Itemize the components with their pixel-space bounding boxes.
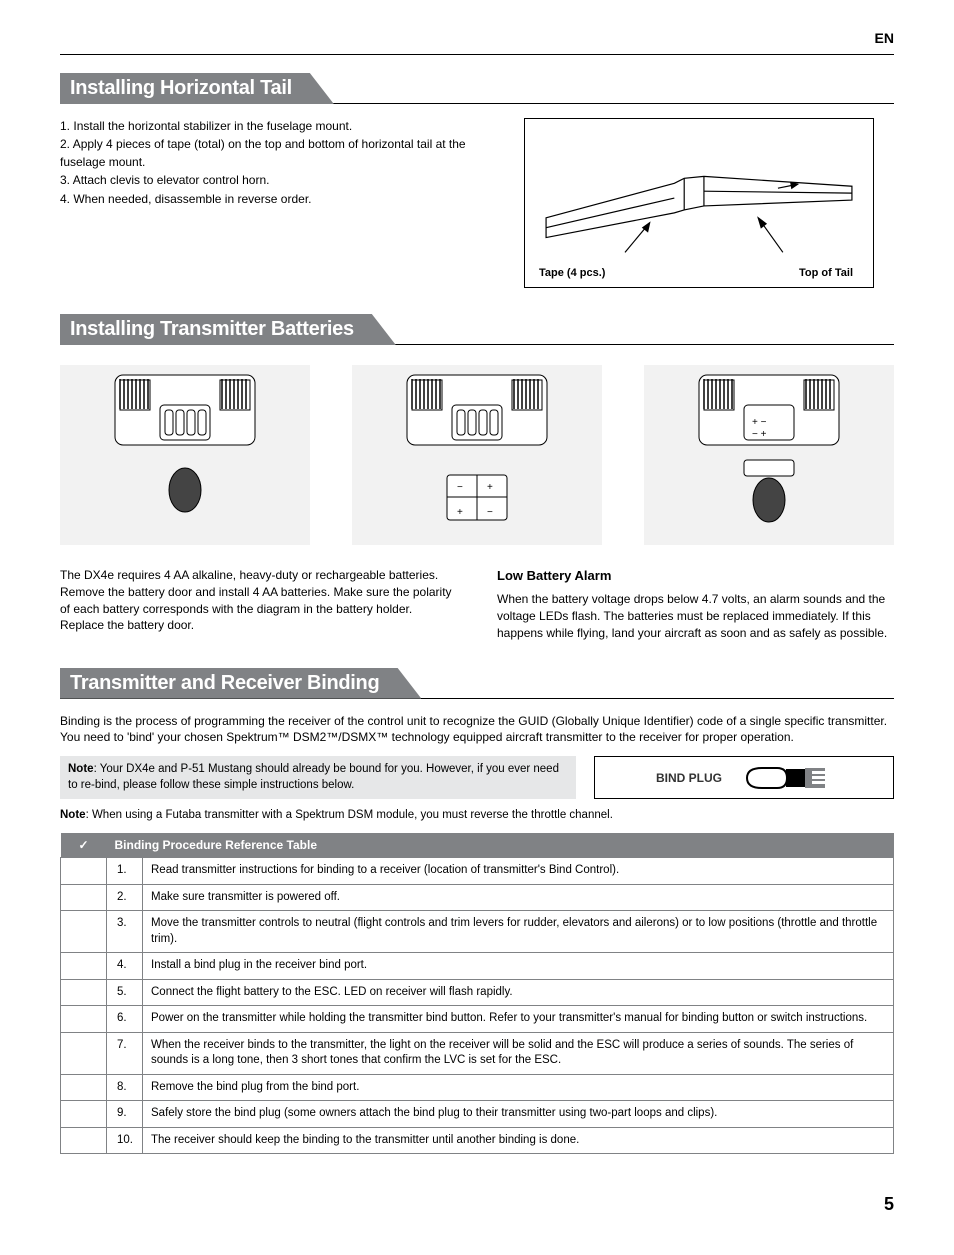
step-text: When the receiver binds to the transmitt… — [143, 1032, 894, 1074]
step-text: Read transmitter instructions for bindin… — [143, 858, 894, 885]
step-number: 7. — [107, 1032, 143, 1074]
step-text: Safely store the bind plug (some owners … — [143, 1101, 894, 1128]
section3-heading: Transmitter and Receiver Binding — [60, 668, 894, 699]
table-row: 2.Make sure transmitter is powered off. — [61, 884, 894, 911]
transmitter-image-2: − + + − — [352, 365, 602, 545]
step-number: 3. — [107, 911, 143, 953]
table-row: 4.Install a bind plug in the receiver bi… — [61, 953, 894, 980]
section1-body: 1. Install the horizontal stabilizer in … — [60, 118, 894, 288]
bind-plug-box: BIND PLUG — [594, 756, 894, 799]
step-number: 9. — [107, 1101, 143, 1128]
step-item: 4. When needed, disassemble in reverse o… — [60, 191, 494, 208]
table-row: 10.The receiver should keep the binding … — [61, 1127, 894, 1154]
step-item: 1. Install the horizontal stabilizer in … — [60, 118, 494, 135]
section2-title: Installing Transmitter Batteries — [60, 314, 396, 345]
table-row: 1.Read transmitter instructions for bind… — [61, 858, 894, 885]
diagram-label-left: Tape (4 pcs.) — [539, 267, 605, 279]
step-text: Power on the transmitter while holding t… — [143, 1006, 894, 1033]
check-cell — [61, 1127, 107, 1154]
binding-procedure-table: ✓ Binding Procedure Reference Table 1.Re… — [60, 833, 894, 1154]
check-cell — [61, 1074, 107, 1101]
check-cell — [61, 1101, 107, 1128]
svg-text:+: + — [457, 507, 463, 518]
table-header-title: Binding Procedure Reference Table — [107, 833, 894, 858]
step-number: 2. — [107, 884, 143, 911]
table-row: 6.Power on the transmitter while holding… — [61, 1006, 894, 1033]
page-number: 5 — [60, 1194, 894, 1215]
step-number: 1. — [107, 858, 143, 885]
section1-steps: 1. Install the horizontal stabilizer in … — [60, 118, 494, 288]
note2-text: : When using a Futaba transmitter with a… — [86, 809, 613, 821]
svg-text:−: − — [487, 507, 493, 518]
table-row: 3.Move the transmitter controls to neutr… — [61, 911, 894, 953]
binding-intro-text: Binding is the process of programming th… — [60, 713, 894, 747]
bind-plug-label: BIND PLUG — [656, 771, 722, 785]
table-row: 8.Remove the bind plug from the bind por… — [61, 1074, 894, 1101]
language-badge: EN — [60, 30, 894, 46]
step-item: 2. Apply 4 pieces of tape (total) on the… — [60, 136, 494, 171]
step-number: 10. — [107, 1127, 143, 1154]
check-cell — [61, 953, 107, 980]
step-number: 8. — [107, 1074, 143, 1101]
note-row: Note: Your DX4e and P-51 Mustang should … — [60, 756, 894, 799]
step-number: 4. — [107, 953, 143, 980]
check-cell — [61, 911, 107, 953]
table-header-check: ✓ — [61, 833, 107, 858]
svg-text:+: + — [487, 482, 493, 493]
note2: Note: When using a Futaba transmitter wi… — [60, 809, 894, 821]
step-number: 5. — [107, 979, 143, 1006]
note1-text: : Your DX4e and P-51 Mustang should alre… — [68, 763, 559, 791]
note1-label: Note — [68, 763, 94, 775]
transmitter-image-3: + − − + — [644, 365, 894, 545]
step-text: Make sure transmitter is powered off. — [143, 884, 894, 911]
table-row: 9.Safely store the bind plug (some owner… — [61, 1101, 894, 1128]
step-number: 6. — [107, 1006, 143, 1033]
section2-right-block: Low Battery Alarm When the battery volta… — [497, 567, 894, 642]
transmitter-image-1 — [60, 365, 310, 545]
section2-left-text: The DX4e requires 4 AA alkaline, heavy-d… — [60, 567, 457, 642]
note1-box: Note: Your DX4e and P-51 Mustang should … — [60, 756, 576, 799]
step-text: Remove the bind plug from the bind port. — [143, 1074, 894, 1101]
svg-text:−: − — [457, 482, 463, 493]
svg-text:− +: − + — [752, 429, 767, 440]
transmitter-images-row: − + + − + − − + — [60, 365, 894, 545]
bind-plug-icon — [742, 762, 832, 794]
check-cell — [61, 1032, 107, 1074]
step-text: Connect the flight battery to the ESC. L… — [143, 979, 894, 1006]
table-row: 5.Connect the flight battery to the ESC.… — [61, 979, 894, 1006]
tail-diagram-svg — [535, 129, 863, 277]
section1-heading: Installing Horizontal Tail — [60, 73, 894, 104]
check-cell — [61, 884, 107, 911]
section3-title: Transmitter and Receiver Binding — [60, 668, 421, 699]
svg-text:+ −: + − — [752, 417, 767, 428]
check-cell — [61, 858, 107, 885]
section1-title: Installing Horizontal Tail — [60, 73, 334, 104]
step-text: Move the transmitter controls to neutral… — [143, 911, 894, 953]
section2-text-row: The DX4e requires 4 AA alkaline, heavy-d… — [60, 567, 894, 642]
table-row: 7.When the receiver binds to the transmi… — [61, 1032, 894, 1074]
low-battery-text: When the battery voltage drops below 4.7… — [497, 591, 894, 641]
note2-label: Note — [60, 809, 86, 821]
step-text: The receiver should keep the binding to … — [143, 1127, 894, 1154]
check-cell — [61, 1006, 107, 1033]
section2-heading: Installing Transmitter Batteries — [60, 314, 894, 345]
check-cell — [61, 979, 107, 1006]
diagram-label-right: Top of Tail — [799, 267, 853, 279]
section1-diagram-wrap: Tape (4 pcs.) Top of Tail — [524, 118, 894, 288]
tail-diagram: Tape (4 pcs.) Top of Tail — [524, 118, 874, 288]
top-rule — [60, 54, 894, 55]
low-battery-title: Low Battery Alarm — [497, 567, 894, 585]
step-item: 3. Attach clevis to elevator control hor… — [60, 172, 494, 189]
step-text: Install a bind plug in the receiver bind… — [143, 953, 894, 980]
